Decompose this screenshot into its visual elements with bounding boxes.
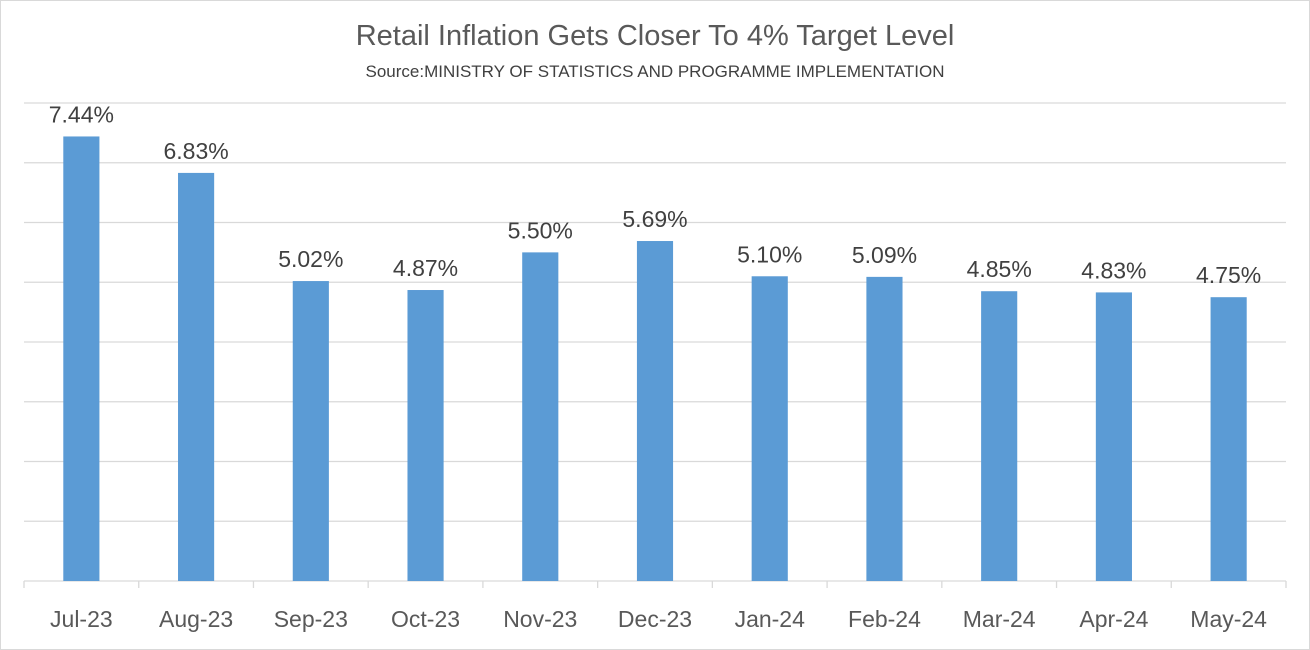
data-label: 6.83% xyxy=(163,138,228,164)
x-tick-label: Jan-24 xyxy=(735,606,806,632)
data-label: 5.69% xyxy=(622,206,687,232)
data-label: 7.44% xyxy=(49,101,114,127)
data-label: 4.87% xyxy=(393,255,458,281)
bar-dec-23 xyxy=(636,241,674,581)
bar-jan-24 xyxy=(751,276,788,581)
bar-nov-23 xyxy=(522,252,559,581)
x-tick-label: Nov-23 xyxy=(503,606,577,632)
data-label: 4.83% xyxy=(1081,257,1146,283)
data-label: 4.85% xyxy=(967,256,1032,282)
x-tick-label: Mar-24 xyxy=(963,606,1036,632)
data-label: 5.50% xyxy=(508,217,573,243)
x-tick-label: Apr-24 xyxy=(1079,606,1148,632)
chart-title: Retail Inflation Gets Closer To 4% Targe… xyxy=(355,20,955,52)
x-tick-label: Aug-23 xyxy=(159,606,233,632)
bar-mar-24 xyxy=(981,291,1018,581)
x-tick-label: Oct-23 xyxy=(391,606,460,632)
bar-apr-24 xyxy=(1095,292,1132,581)
x-tick-label: May-24 xyxy=(1190,606,1267,632)
bar-may-24 xyxy=(1210,297,1247,581)
bar-sep-23 xyxy=(292,281,329,581)
data-label: 5.09% xyxy=(852,242,917,268)
bar-aug-23 xyxy=(178,172,215,581)
data-label: 4.75% xyxy=(1196,262,1261,288)
data-label: 5.02% xyxy=(278,246,343,272)
x-tick-label: Sep-23 xyxy=(274,606,348,632)
x-tick-label: Jul-23 xyxy=(50,606,113,632)
x-tick-label: Dec-23 xyxy=(618,606,692,632)
chart-subtitle: Source:MINISTRY OF STATISTICS AND PROGRA… xyxy=(365,62,945,81)
bar-jul-23 xyxy=(63,136,100,581)
x-tick-label: Feb-24 xyxy=(848,606,921,632)
bar-feb-24 xyxy=(866,276,903,581)
bar-oct-23 xyxy=(407,290,444,581)
data-label: 5.10% xyxy=(737,241,802,267)
